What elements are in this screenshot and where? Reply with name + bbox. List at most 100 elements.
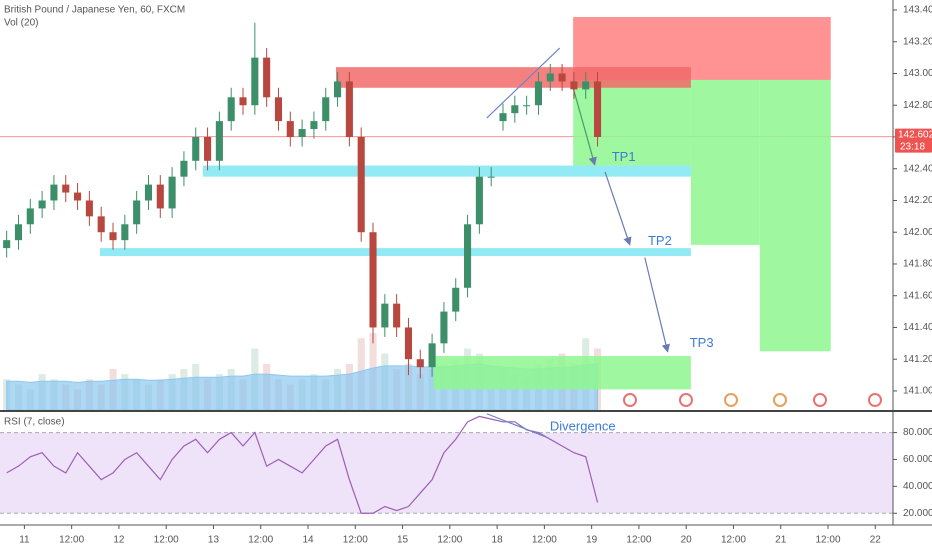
candle-body — [357, 136, 365, 233]
candle-body — [298, 129, 306, 137]
event-icon[interactable] — [773, 393, 787, 407]
x-tick-label: 19 — [586, 535, 598, 546]
x-tick-label: 12 — [113, 535, 125, 546]
zone — [759, 79, 831, 352]
candle-body — [168, 176, 176, 209]
x-tick-label: 12:00 — [532, 535, 557, 546]
candle-body — [416, 359, 424, 368]
x-tick-label: 22 — [870, 535, 882, 546]
trend-line — [486, 47, 561, 119]
candle-body — [428, 343, 436, 368]
x-tick-label: 12:00 — [248, 535, 273, 546]
zone — [690, 79, 760, 245]
candle-body — [74, 192, 82, 201]
y-tick-label: 141.800 — [903, 259, 932, 270]
candle-body — [62, 184, 70, 193]
candle-body — [523, 105, 531, 107]
event-icon[interactable] — [679, 393, 693, 407]
event-icon[interactable] — [724, 393, 738, 407]
candle-body — [381, 303, 389, 328]
x-tick-label: 12:00 — [59, 535, 84, 546]
candle-body — [487, 176, 495, 178]
y-tick-label: 40.0000 — [903, 481, 932, 492]
candle-body — [594, 81, 602, 137]
annotation: Divergence — [550, 419, 616, 434]
candle-body — [475, 176, 483, 225]
candle-body — [251, 57, 259, 106]
annotation: TP2 — [648, 233, 672, 248]
y-tick-label: 141.600 — [903, 290, 932, 301]
y-tick-label: 60.0000 — [903, 454, 932, 465]
y-tick-label: 141.000 — [903, 386, 932, 397]
candle-body — [558, 73, 566, 82]
candle-body — [570, 81, 578, 90]
candle-body — [534, 81, 543, 106]
x-tick-label: 21 — [775, 535, 787, 546]
candle-body — [85, 200, 93, 217]
arrow — [604, 171, 632, 246]
event-icon[interactable] — [813, 393, 827, 407]
candle-body — [156, 184, 164, 209]
candle-body — [180, 160, 188, 177]
candle-body — [499, 113, 507, 122]
zone — [433, 356, 691, 390]
candle-body — [546, 73, 554, 82]
y-tick-label: 20.0000 — [903, 508, 932, 519]
price-pane: TP1 TP2 TP3 — [0, 16, 893, 411]
event-icon[interactable] — [868, 393, 882, 407]
annotation: TP1 — [612, 149, 636, 164]
candle-body — [109, 232, 117, 241]
y-tick-label: 142.800 — [903, 100, 932, 111]
candle-body — [369, 232, 377, 328]
trend-line — [486, 413, 549, 439]
x-tick-label: 12:00 — [815, 535, 840, 546]
candle-body — [582, 81, 590, 90]
chart-title: British Pound / Japanese Yen, 60, FXCM — [4, 5, 185, 16]
x-tick-label: 12:00 — [721, 535, 746, 546]
zone — [335, 67, 691, 88]
candle-body — [310, 121, 318, 130]
rsi-line — [6, 415, 599, 514]
candle-body — [97, 216, 105, 233]
last-price-tag — [895, 128, 932, 153]
candle-body — [239, 97, 247, 106]
zone — [202, 165, 691, 177]
x-tick-label: 14 — [302, 535, 314, 546]
candle-body — [404, 327, 413, 360]
rsi-band — [0, 432, 893, 514]
x-tick-label: 11 — [19, 535, 30, 546]
candle-body — [334, 81, 342, 98]
candle-body — [50, 184, 58, 201]
y-tick-label: 141.200 — [903, 354, 932, 365]
candle-body — [263, 57, 271, 98]
candle-body — [393, 303, 401, 328]
x-tick-label: 15 — [397, 535, 409, 546]
x-tick-label: 12:00 — [626, 535, 651, 546]
candle-body — [192, 136, 200, 161]
last-price-label: 142.602 — [898, 129, 932, 140]
y-tick-label: 142.200 — [903, 195, 932, 206]
zone — [573, 79, 691, 166]
x-tick-label: 12:00 — [343, 535, 368, 546]
y-tick-label: 80.0000 — [903, 427, 932, 438]
candle-body — [440, 311, 448, 344]
candle-body — [322, 97, 330, 122]
x-tick-label: 13 — [208, 535, 220, 546]
candle-body — [511, 105, 519, 114]
annotation: TP3 — [690, 335, 714, 350]
event-icon[interactable] — [623, 393, 637, 407]
y-tick-label: 143.200 — [903, 36, 932, 47]
x-tick-label: 18 — [492, 535, 504, 546]
axes — [0, 0, 932, 526]
candle-body — [452, 287, 460, 312]
candle-body — [26, 208, 34, 225]
candle-body — [227, 97, 235, 122]
x-tick-label: 12:00 — [437, 535, 462, 546]
rsi-pane: Divergence — [0, 413, 893, 514]
candle-body — [38, 200, 46, 209]
candle-body — [345, 81, 353, 137]
arrow — [572, 87, 597, 166]
candle-body — [3, 240, 11, 249]
y-tick-label: 142.400 — [903, 163, 932, 174]
